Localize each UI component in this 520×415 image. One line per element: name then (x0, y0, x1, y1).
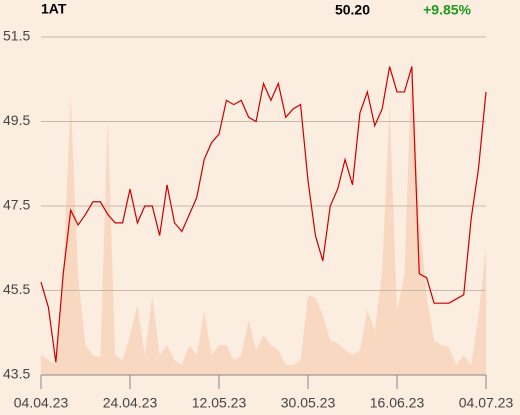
price-line (40, 66, 487, 363)
x-tick-label: 30.05.23 (281, 395, 336, 411)
y-tick-label: 43.5 (3, 366, 30, 382)
x-tick-label: 04.07.23 (459, 395, 514, 411)
change: +9.85% (423, 2, 471, 18)
volume-area (41, 56, 486, 375)
last-price: 50.20 (335, 2, 370, 18)
y-tick-label: 51.5 (3, 28, 30, 44)
x-tick-label: 04.04.23 (14, 395, 69, 411)
y-tick-label: 49.5 (3, 112, 30, 128)
y-tick-label: 47.5 (3, 197, 30, 213)
x-tick-label: 12.05.23 (192, 395, 247, 411)
y-tick-label: 45.5 (3, 281, 30, 297)
x-tick-label: 24.04.23 (103, 395, 158, 411)
symbol: 1AT (41, 1, 67, 17)
x-tick-label: 16.06.23 (370, 395, 425, 411)
